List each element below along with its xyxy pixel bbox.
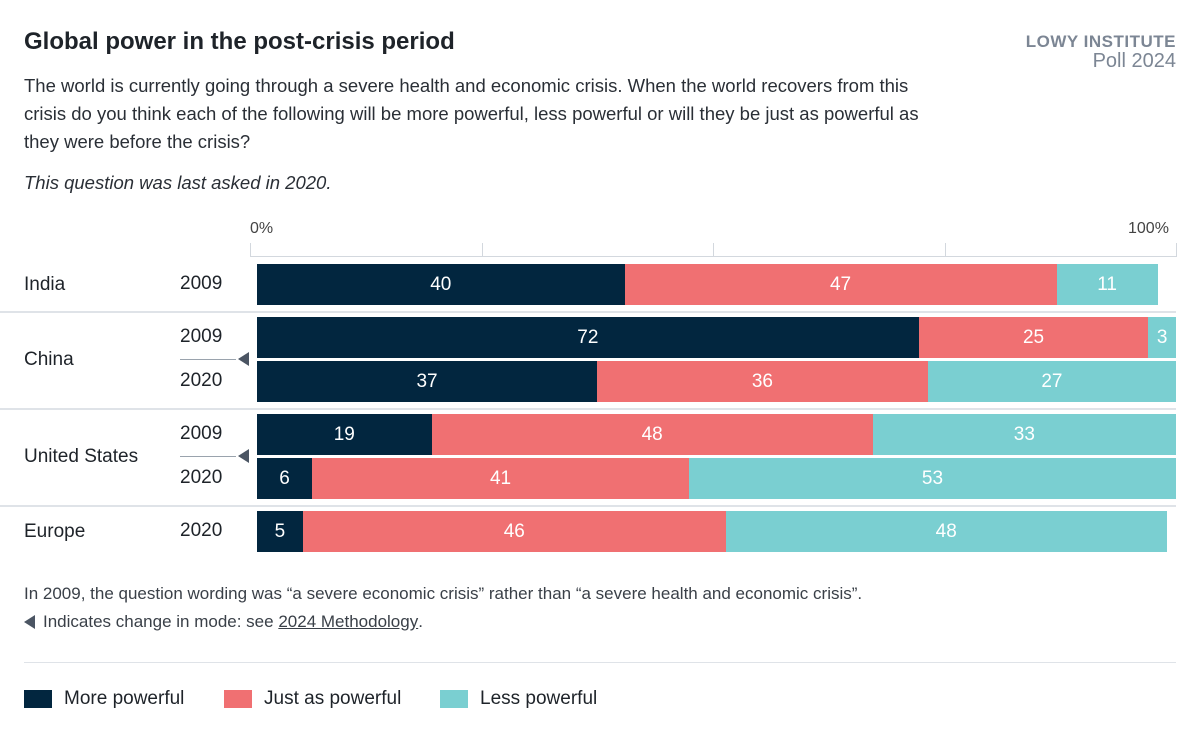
bar-less-powerful: 11 [1056, 264, 1158, 305]
methodology-link[interactable]: 2024 Methodology [278, 612, 419, 631]
legend-swatch [440, 690, 468, 708]
bar-more-powerful: 37 [257, 361, 598, 402]
group-separator [0, 505, 1176, 507]
category-label: India [24, 273, 66, 295]
year-label: 2020 [180, 467, 223, 488]
mode-change-icon [238, 352, 249, 366]
footnote-mode-text: Indicates change in mode: see [43, 612, 279, 631]
footnote-wording: In 2009, the question wording was “a sev… [24, 584, 863, 603]
bar-more-powerful: 6 [257, 458, 313, 499]
bar-less-powerful: 33 [872, 414, 1176, 455]
footnote-mode: Indicates change in mode: see 2024 Metho… [24, 612, 423, 632]
legend-label: Just as powerful [264, 688, 402, 709]
bar-less-powerful: 3 [1148, 317, 1176, 358]
x-tick-label: 100% [1128, 220, 1169, 237]
footnote-period: . [418, 612, 423, 631]
chart-title: Global power in the post-crisis period [24, 28, 455, 55]
bar-less-powerful: 27 [927, 361, 1176, 402]
year-label: 2020 [180, 520, 223, 541]
bar-just-as-powerful: 41 [312, 458, 689, 499]
divider [24, 662, 1176, 663]
logo-line1: LOWY INSTITUTE [1025, 32, 1176, 51]
legend-item-more-powerful: More powerful [24, 688, 184, 710]
mode-change-icon [238, 449, 249, 463]
bar-just-as-powerful: 48 [431, 414, 873, 455]
bar-just-as-powerful: 46 [302, 511, 726, 552]
gridline [1176, 243, 1177, 257]
bar-more-powerful: 19 [257, 414, 432, 455]
legend-item-less-powerful: Less powerful [440, 688, 597, 710]
bar-just-as-powerful: 25 [918, 317, 1149, 358]
category-label: China [24, 348, 74, 370]
bar-more-powerful: 72 [257, 317, 919, 358]
legend-label: Less powerful [480, 688, 598, 709]
chart-note: This question was last asked in 2020. [24, 172, 332, 193]
mode-change-line [180, 456, 236, 457]
x-tick-label: 0% [250, 220, 274, 237]
year-label: 2020 [180, 370, 223, 391]
year-label: 2009 [180, 326, 223, 347]
mode-change-icon [24, 615, 35, 629]
gridline [713, 243, 714, 257]
legend-swatch [224, 690, 252, 708]
gridline [250, 243, 251, 257]
gridline [481, 243, 483, 257]
legend-swatch [24, 690, 52, 708]
chart-subtitle: The world is currently going through a s… [24, 75, 919, 152]
bar-more-powerful: 5 [257, 511, 303, 552]
year-label: 2009 [180, 273, 223, 294]
year-label: 2009 [180, 423, 223, 444]
logo-line2: Poll 2024 [1092, 50, 1176, 72]
bar-less-powerful: 53 [688, 458, 1176, 499]
category-label: United States [24, 445, 139, 467]
category-label: Europe [24, 520, 86, 542]
legend-label: More powerful [64, 688, 185, 709]
bar-less-powerful: 48 [725, 511, 1167, 552]
group-separator [0, 311, 1176, 313]
group-separator [0, 408, 1176, 410]
gridline [944, 243, 946, 257]
mode-change-line [180, 359, 236, 360]
bar-more-powerful: 40 [257, 264, 625, 305]
bar-just-as-powerful: 36 [597, 361, 928, 402]
bar-just-as-powerful: 47 [624, 264, 1057, 305]
legend-item-just-as-powerful: Just as powerful [224, 688, 401, 710]
